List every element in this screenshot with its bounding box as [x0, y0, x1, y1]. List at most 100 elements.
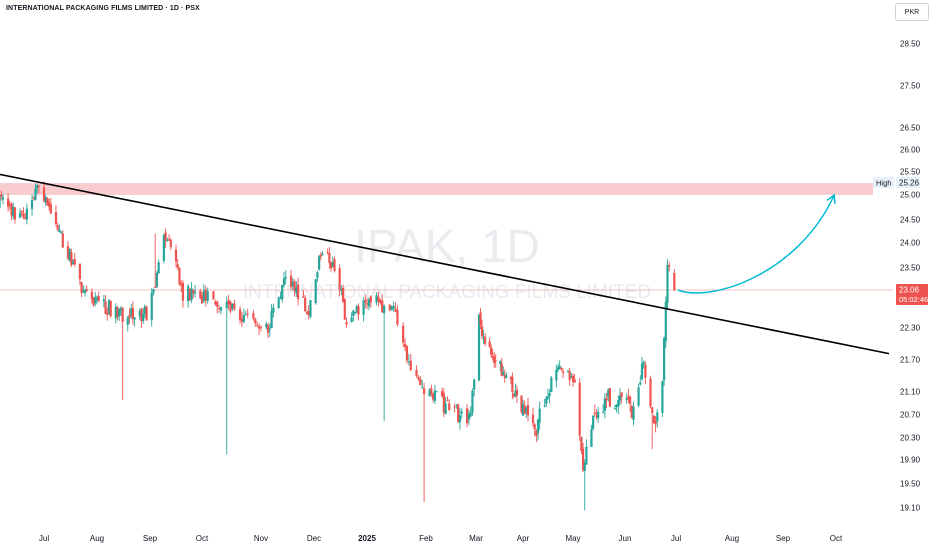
candle-body — [415, 369, 418, 377]
candle-body — [605, 397, 608, 401]
candle-body — [444, 403, 447, 414]
candle-body — [602, 411, 605, 413]
candle-body — [479, 312, 482, 326]
candle-body — [22, 213, 25, 218]
candle-body — [523, 405, 526, 415]
candle-body — [422, 388, 426, 395]
candle-body — [573, 379, 576, 383]
candle-body — [152, 289, 155, 293]
candle-body — [284, 277, 287, 279]
candle-body — [668, 265, 671, 267]
candle-body — [82, 291, 85, 293]
candle-body — [483, 336, 487, 344]
time-tick-label: Jul — [671, 534, 681, 543]
time-axis[interactable]: Jul Aug Sep Oct Nov Dec 2025 Feb Mar Apr May Jun Jul… — [39, 534, 843, 543]
resistance-zone[interactable] — [0, 183, 873, 195]
candle-body — [268, 328, 271, 330]
candle-body — [490, 347, 493, 355]
candle-body — [419, 378, 422, 386]
candle-body — [114, 306, 117, 319]
projection-arrow[interactable] — [677, 194, 835, 294]
candle-body — [421, 386, 424, 388]
price-tick-label: 21.70 — [900, 356, 921, 365]
price-tick-label: 27.50 — [900, 82, 921, 91]
candle-body — [70, 252, 73, 266]
candle-body — [649, 378, 652, 407]
candle-body — [187, 286, 190, 302]
candle-body — [381, 300, 384, 313]
candle-body — [494, 360, 497, 362]
candle-body — [505, 375, 508, 378]
candle-body — [309, 300, 312, 317]
price-tick-label: 19.10 — [900, 504, 921, 513]
candle-body — [297, 284, 300, 299]
candle-body — [202, 290, 206, 301]
candle-body — [630, 405, 633, 418]
candle-body — [302, 296, 305, 298]
candle-body — [48, 202, 51, 207]
candle-body — [206, 291, 209, 301]
candle-body — [30, 200, 34, 210]
price-tick-label: 28.50 — [900, 40, 921, 49]
candle-body — [192, 290, 195, 294]
candle-body — [107, 300, 111, 314]
trendline[interactable] — [0, 173, 890, 355]
candle-body — [305, 312, 309, 314]
candle-body — [307, 310, 310, 316]
candle-body — [640, 363, 644, 380]
candle-body — [352, 310, 355, 317]
candle-body — [654, 421, 657, 425]
candle-body — [369, 296, 372, 303]
candle-body — [545, 397, 548, 404]
candle-body — [257, 326, 261, 329]
candle-body — [383, 305, 386, 314]
candle-body — [126, 317, 129, 325]
candle-body — [140, 308, 143, 322]
candle-body — [503, 374, 506, 379]
candle-body — [95, 297, 99, 300]
candle-body — [536, 419, 540, 434]
candle-body — [568, 371, 571, 380]
candle-body — [493, 356, 496, 364]
candle-body — [362, 300, 365, 315]
candle-body — [116, 307, 119, 317]
candle-body — [265, 324, 268, 328]
price-tick-label: 23.50 — [900, 264, 921, 273]
candle-body — [58, 229, 61, 232]
candle-body — [8, 204, 11, 206]
candle-body — [509, 377, 512, 380]
candle-body — [365, 303, 369, 305]
candle-body — [666, 264, 669, 304]
candle-body — [316, 272, 319, 278]
candle-body — [150, 292, 153, 321]
candle-body — [355, 305, 358, 313]
candles — [0, 181, 676, 511]
candle-body — [673, 273, 676, 290]
candle-body — [394, 308, 397, 312]
candle-body — [154, 286, 157, 288]
candle-body — [453, 406, 456, 408]
time-tick-label: Feb — [419, 534, 433, 543]
candle-body — [279, 296, 282, 299]
candle-body — [597, 411, 600, 419]
candle-body — [520, 395, 523, 413]
candle-body — [270, 310, 273, 329]
currency-button[interactable]: PKR — [895, 3, 929, 21]
price-axis[interactable]: 28.50 27.50 26.50 26.00 25.50 25.00 24.50 24.00… — [900, 40, 921, 513]
candle-body — [97, 296, 100, 301]
candle-body — [392, 305, 395, 309]
candle-body — [176, 264, 179, 268]
projection-arrowhead — [826, 193, 836, 205]
candle-body — [480, 326, 484, 337]
candle-body — [471, 390, 474, 413]
candle-body — [71, 261, 75, 265]
candle-body — [375, 295, 378, 303]
candle-body — [566, 371, 570, 373]
candle-body — [448, 403, 451, 411]
candle-body — [167, 239, 171, 241]
candle-body — [66, 246, 70, 259]
candle-body — [282, 278, 286, 285]
time-tick-label: Oct — [196, 534, 209, 543]
